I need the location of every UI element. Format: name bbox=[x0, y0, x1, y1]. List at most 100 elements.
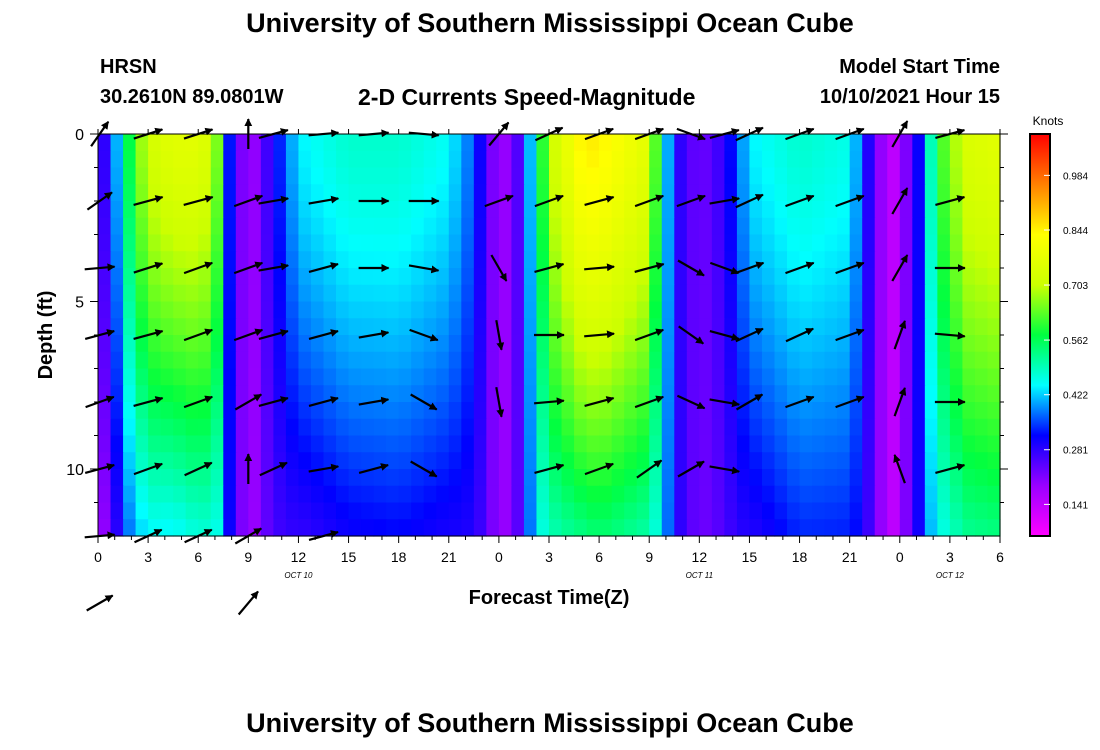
heatmap-cell bbox=[461, 452, 475, 470]
heatmap-cell bbox=[849, 418, 863, 437]
heatmap-cell bbox=[273, 469, 287, 487]
heatmap-cell bbox=[473, 435, 487, 453]
heatmap-cell bbox=[812, 402, 826, 420]
heatmap-cell bbox=[386, 435, 400, 453]
heatmap-cell bbox=[173, 335, 187, 353]
heatmap-cell bbox=[799, 217, 813, 236]
heatmap-cell bbox=[724, 418, 738, 437]
heatmap-cell bbox=[812, 452, 826, 470]
heatmap-cell bbox=[874, 134, 888, 152]
heatmap-cell bbox=[448, 485, 462, 504]
heatmap-cell bbox=[787, 284, 801, 303]
heatmap-cell bbox=[974, 301, 989, 319]
heatmap-cell bbox=[373, 184, 387, 202]
heatmap-cell bbox=[461, 284, 475, 303]
heatmap-cell bbox=[273, 485, 287, 504]
heatmap-cell bbox=[837, 485, 851, 504]
heatmap-cell bbox=[774, 418, 788, 437]
heatmap-cell bbox=[736, 167, 751, 185]
heatmap-cell bbox=[849, 301, 863, 319]
heatmap-cell bbox=[461, 234, 475, 252]
heatmap-cell bbox=[386, 368, 400, 386]
current-vector bbox=[258, 262, 289, 272]
heatmap-cell bbox=[774, 385, 788, 403]
heatmap-cell bbox=[649, 268, 663, 286]
heatmap-cell bbox=[536, 418, 550, 437]
heatmap-cell bbox=[812, 318, 826, 336]
heatmap-cell bbox=[862, 385, 876, 403]
heatmap-cell bbox=[373, 519, 387, 537]
chart-title: 2-D Currents Speed-Magnitude bbox=[358, 84, 696, 110]
heatmap-cell bbox=[887, 301, 901, 319]
heatmap-cell bbox=[686, 201, 700, 219]
heatmap-cell bbox=[624, 301, 638, 319]
heatmap-cell bbox=[98, 519, 112, 537]
heatmap-cell bbox=[298, 184, 312, 202]
heatmap-cell bbox=[774, 351, 788, 370]
heatmap-cell bbox=[198, 469, 212, 487]
heatmap-cell bbox=[987, 385, 1001, 403]
heatmap-cell bbox=[348, 268, 362, 286]
heatmap-cell bbox=[173, 469, 187, 487]
heatmap-cell bbox=[173, 485, 187, 504]
heatmap-cell bbox=[887, 368, 901, 386]
heatmap-cell bbox=[498, 502, 513, 520]
heatmap-cell bbox=[987, 134, 1001, 152]
colorbar-tick-label: 0.703 bbox=[1063, 281, 1088, 292]
heatmap-cell bbox=[686, 519, 700, 537]
heatmap-cell bbox=[398, 150, 412, 169]
heatmap-cell bbox=[411, 418, 425, 437]
heatmap-cell bbox=[699, 335, 713, 353]
heatmap-cell bbox=[774, 268, 788, 286]
heatmap-cell bbox=[624, 502, 638, 520]
heatmap-cell bbox=[348, 301, 362, 319]
heatmap-cell bbox=[123, 301, 137, 319]
heatmap-cell bbox=[498, 134, 513, 152]
heatmap-cell bbox=[862, 402, 876, 420]
heatmap-cell bbox=[862, 335, 876, 353]
heatmap-cell bbox=[574, 469, 588, 487]
heatmap-cell bbox=[210, 301, 224, 319]
heatmap-cell bbox=[849, 452, 863, 470]
heatmap-cell bbox=[411, 469, 425, 487]
heatmap-cell bbox=[937, 167, 951, 185]
current-vector bbox=[133, 195, 164, 206]
heatmap-cell bbox=[298, 150, 312, 169]
heatmap-cell bbox=[787, 150, 801, 169]
heatmap-cell bbox=[361, 385, 375, 403]
heatmap-cell bbox=[248, 418, 262, 437]
heatmap-cell bbox=[711, 134, 725, 152]
heatmap-cell bbox=[336, 134, 350, 152]
heatmap-cell bbox=[148, 201, 162, 219]
heatmap-cell bbox=[912, 351, 926, 370]
heatmap-cell bbox=[448, 385, 462, 403]
heatmap-cell bbox=[561, 351, 575, 370]
heatmap-cell bbox=[98, 335, 112, 353]
heatmap-cell bbox=[862, 418, 876, 437]
heatmap-cell bbox=[862, 217, 876, 236]
heatmap-cell bbox=[423, 485, 437, 504]
heatmap-cell bbox=[549, 469, 563, 487]
heatmap-cell bbox=[862, 469, 876, 487]
heatmap-cell bbox=[549, 284, 563, 303]
heatmap-cell bbox=[386, 184, 400, 202]
heatmap-cell bbox=[837, 150, 851, 169]
heatmap-cell bbox=[674, 150, 688, 169]
heatmap-cell bbox=[974, 167, 989, 185]
heatmap-cell bbox=[260, 167, 274, 185]
heatmap-cell bbox=[223, 184, 237, 202]
heatmap-cell bbox=[148, 402, 162, 420]
heatmap-cell bbox=[536, 402, 550, 420]
heatmap-cell bbox=[686, 351, 700, 370]
heatmap-cell bbox=[912, 485, 926, 504]
heatmap-cell bbox=[974, 134, 989, 152]
heatmap-cell bbox=[248, 435, 262, 453]
heatmap-cell bbox=[674, 134, 688, 152]
heatmap-cell bbox=[611, 402, 625, 420]
heatmap-cell bbox=[611, 150, 625, 169]
heatmap-cell bbox=[661, 234, 675, 252]
heatmap-cell bbox=[310, 418, 325, 437]
heatmap-cell bbox=[135, 318, 149, 336]
heatmap-cell bbox=[336, 368, 350, 386]
heatmap-cell bbox=[423, 167, 437, 185]
